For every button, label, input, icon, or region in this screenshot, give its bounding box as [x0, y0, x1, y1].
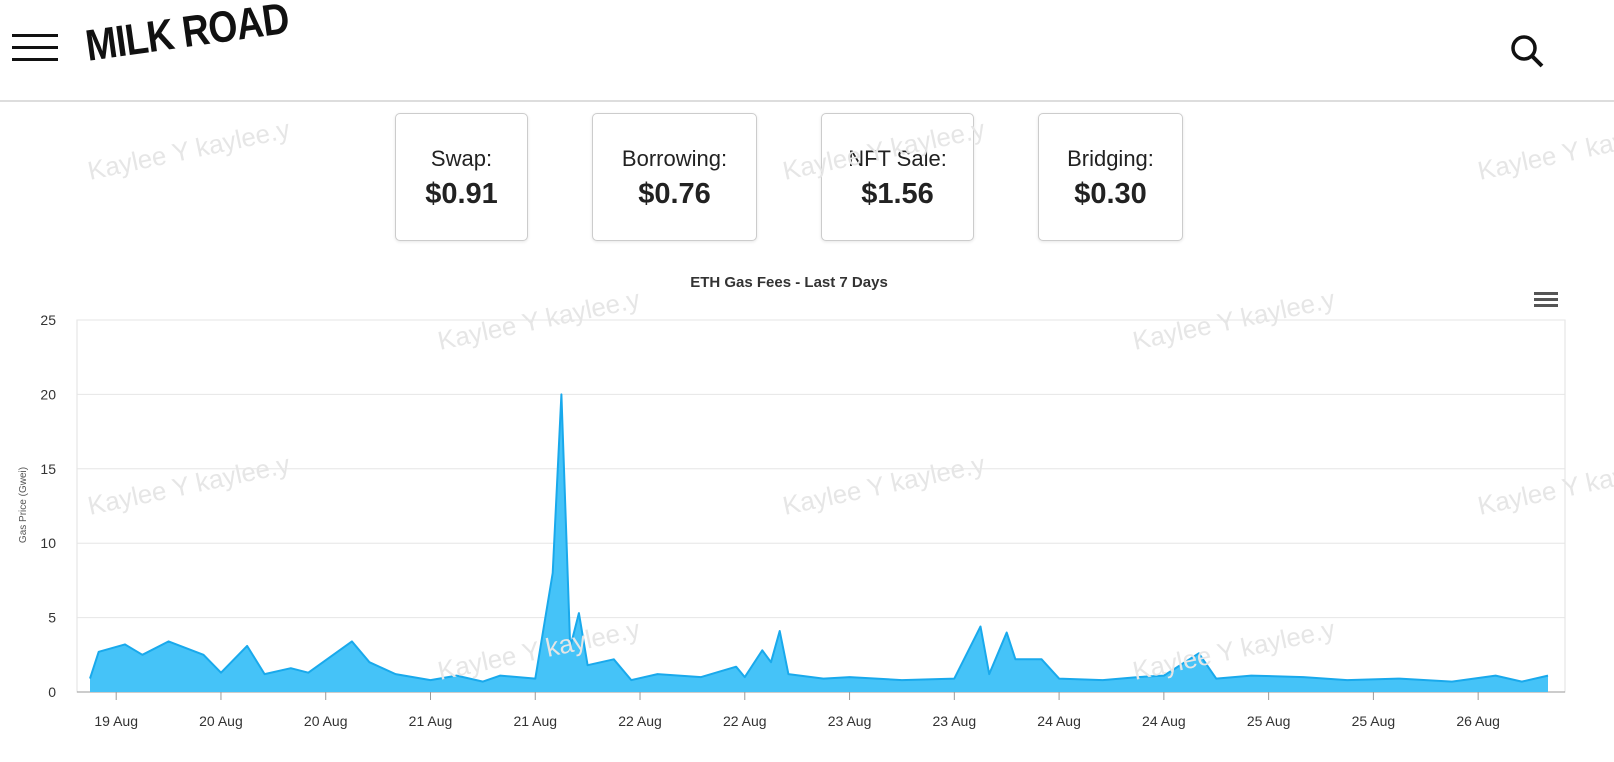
- line: [89, 393, 1549, 683]
- x-tick-label: 25 Aug: [1352, 713, 1396, 729]
- menu-icon[interactable]: [12, 34, 60, 62]
- x-tick-label: 24 Aug: [1142, 713, 1186, 729]
- y-tick-label: 0: [48, 684, 56, 700]
- chart: ETH Gas Fees - Last 7 Days Gas Price (Gw…: [18, 274, 1566, 729]
- y-tick-label: 15: [40, 461, 56, 477]
- card-label: Swap:: [430, 146, 493, 171]
- y-tick-label: 10: [40, 535, 56, 551]
- x-tick-label: 22 Aug: [618, 713, 662, 729]
- y-tick-label: 20: [40, 386, 56, 402]
- card: Bridging: $0.30: [1038, 113, 1183, 241]
- search-icon[interactable]: [1508, 32, 1548, 72]
- card-value: $1.56: [861, 178, 934, 210]
- x-tick-label: 22 Aug: [723, 713, 767, 729]
- logo[interactable]: MILK ROAD: [82, 0, 292, 71]
- x-tick-label: 20 Aug: [199, 713, 243, 729]
- card-label: Borrowing:: [621, 146, 728, 171]
- x-tick-label: 24 Aug: [1037, 713, 1081, 729]
- y-tick-label: 5: [48, 610, 56, 626]
- y-axis-label: Gas Price (Gwei): [18, 467, 29, 543]
- x-tick-label: 23 Aug: [828, 713, 872, 729]
- chart-title: ETH Gas Fees - Last 7 Days: [690, 274, 888, 291]
- plot-frame: [76, 319, 1566, 693]
- x-tick-label: 21 Aug: [513, 713, 557, 729]
- card-label: NFT Sale:: [848, 146, 947, 171]
- header: MILK ROAD: [0, 0, 1614, 102]
- card: Swap: $0.91: [395, 113, 528, 241]
- watermark: Kaylee Y kaylee.y: [85, 114, 292, 186]
- x-tick-label: 19 Aug: [94, 713, 138, 729]
- x-tick-label: 25 Aug: [1247, 713, 1291, 729]
- card-label: Bridging:: [1067, 146, 1154, 171]
- x-tick-label: 23 Aug: [933, 713, 977, 729]
- card-value: $0.91: [425, 178, 498, 210]
- y-tick-label: 25: [40, 312, 56, 328]
- x-tick-label: 21 Aug: [409, 713, 453, 729]
- watermark: Kaylee Y kaylee.y: [1475, 114, 1614, 186]
- card-value: $0.30: [1074, 178, 1147, 210]
- card: Borrowing: $0.76: [592, 113, 757, 241]
- x-tick-label: 20 Aug: [304, 713, 348, 729]
- card: NFT Sale: $1.56: [821, 113, 974, 241]
- chart-menu[interactable]: [1534, 292, 1558, 307]
- card-value: $0.76: [638, 178, 711, 210]
- area: [90, 394, 1548, 692]
- x-tick-label: 26 Aug: [1456, 713, 1500, 729]
